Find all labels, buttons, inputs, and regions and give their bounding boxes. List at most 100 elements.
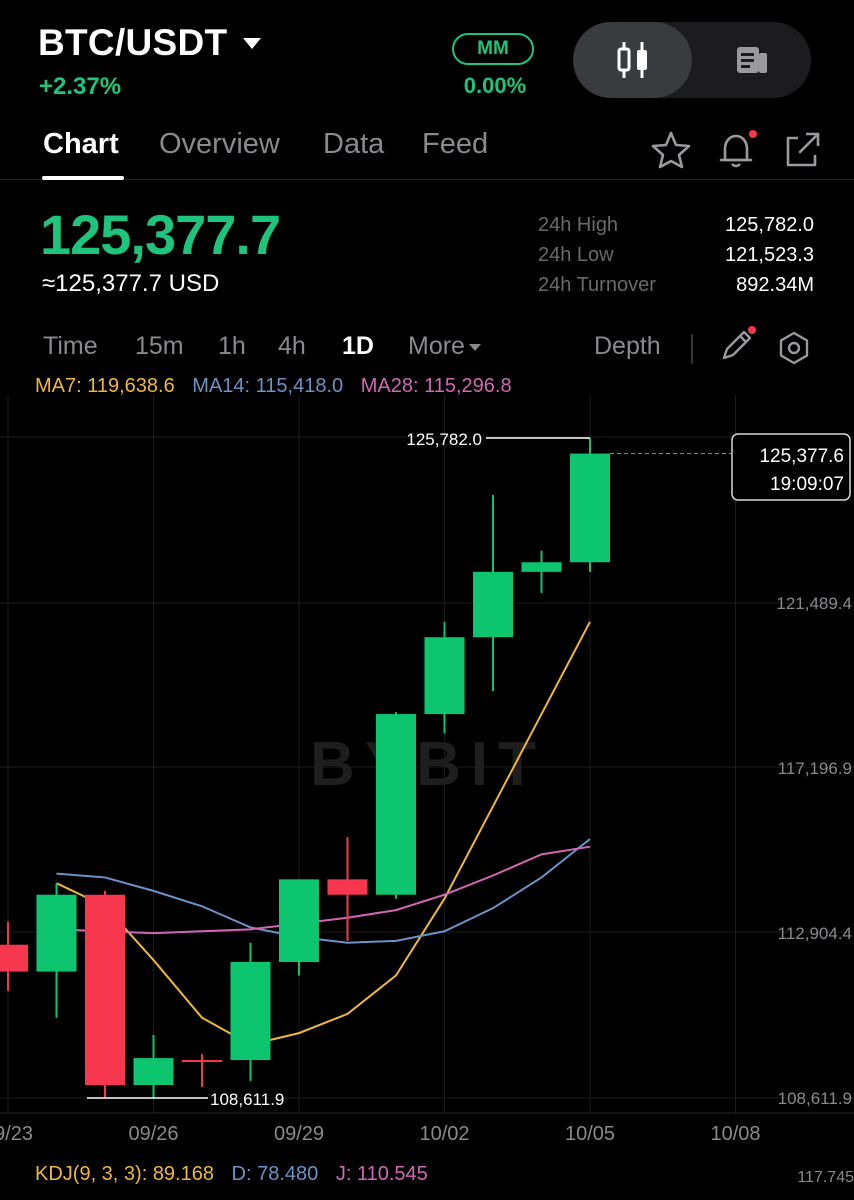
stat-label: 24h High bbox=[538, 213, 619, 236]
ma-line-ma28 bbox=[56, 845, 591, 935]
candle-body bbox=[376, 714, 416, 895]
bell-icon[interactable] bbox=[716, 130, 758, 170]
y-axis-tick-label: 121,489.4 bbox=[776, 594, 852, 613]
candle-09-26 bbox=[133, 1035, 174, 1098]
x-axis-tick-label: 10/02 bbox=[419, 1123, 469, 1145]
ma28-label: MA28: 115,296.8 bbox=[360, 375, 512, 397]
ma-legend: MA7: 119,638.6 MA14: 115,418.0 MA28: 115… bbox=[35, 375, 524, 398]
bybit-watermark: BYBIT bbox=[310, 730, 546, 799]
notification-dot bbox=[748, 326, 756, 334]
pencil-icon[interactable] bbox=[718, 326, 758, 366]
kdj-k-label: KDJ(9, 3, 3): 89.168 bbox=[35, 1163, 214, 1185]
kdj-scale-label: 117.745 bbox=[797, 1169, 854, 1186]
interval-bar: Time 15m 1h 4h 1D More Depth bbox=[0, 326, 854, 366]
divider bbox=[691, 334, 693, 364]
star-icon[interactable] bbox=[650, 130, 692, 170]
candle-body bbox=[521, 562, 562, 572]
candle-body bbox=[85, 894, 125, 1086]
notification-dot bbox=[749, 130, 757, 138]
interval-1h[interactable]: 1h bbox=[218, 332, 246, 360]
y-axis-tick-label: 108,611.9 bbox=[778, 1089, 852, 1108]
candle-10-01 bbox=[376, 712, 416, 899]
24h-stats: 24h High 125,782.0 24h Low 121,523.3 24h… bbox=[538, 210, 814, 300]
tab-chart[interactable]: Chart bbox=[43, 128, 119, 160]
price-change-percent: +2.37% bbox=[39, 73, 122, 100]
trading-pair-selector[interactable]: BTC/USDT bbox=[38, 22, 262, 64]
dropdown-caret-icon[interactable] bbox=[243, 37, 262, 49]
candle-body bbox=[424, 637, 465, 715]
candle-09-24 bbox=[36, 883, 77, 1018]
candlestick-chart[interactable]: BYBIT 121,489.4 117,196.9 112,904.4 108,611.… bbox=[0, 395, 854, 1155]
stat-high: 24h High 125,782.0 bbox=[538, 210, 814, 240]
low-marker-label: 108,611.9 bbox=[210, 1090, 284, 1109]
stat-label: 24h Low bbox=[538, 243, 614, 266]
more-label[interactable]: More bbox=[408, 332, 465, 360]
price-usd-equivalent: ≈125,377.7 USD bbox=[42, 270, 220, 297]
candle-body bbox=[327, 879, 368, 895]
candle-body bbox=[570, 453, 610, 563]
candle-body bbox=[133, 1058, 174, 1086]
x-axis-tick-label: 10/08 bbox=[710, 1123, 760, 1145]
mm-value: 0.00% bbox=[463, 73, 527, 98]
stat-value: 125,782.0 bbox=[725, 213, 814, 236]
y-axis-tick-label: 117,196.9 bbox=[778, 759, 852, 778]
share-icon[interactable] bbox=[782, 130, 824, 170]
kdj-d-label: D: 78.480 bbox=[231, 1163, 319, 1185]
view-toggle[interactable] bbox=[573, 22, 811, 98]
y-axis-tick-label: 112,904.4 bbox=[778, 924, 852, 943]
ma-line-ma7 bbox=[56, 621, 591, 1046]
candle-10-05 bbox=[570, 437, 610, 572]
interval-more[interactable]: More bbox=[408, 332, 481, 361]
interval-time[interactable]: Time bbox=[43, 332, 98, 360]
candle-09-27 bbox=[182, 1054, 222, 1087]
current-price-box bbox=[731, 433, 851, 501]
ma14-label: MA14: 115,418.0 bbox=[192, 375, 344, 397]
interval-4h[interactable]: 4h bbox=[278, 332, 306, 360]
candle-body bbox=[0, 944, 28, 972]
last-price: 125,377.7 bbox=[40, 203, 281, 266]
stat-low: 24h Low 121,523.3 bbox=[538, 240, 814, 270]
ma-line-ma14 bbox=[56, 838, 591, 944]
stat-value: 892.34M bbox=[736, 273, 814, 296]
info-view-button[interactable] bbox=[692, 22, 811, 98]
candle-09-30 bbox=[327, 837, 368, 941]
candle-body bbox=[230, 961, 271, 1061]
tab-overview[interactable]: Overview bbox=[159, 128, 280, 160]
x-axis-tick-label: 10/05 bbox=[565, 1123, 615, 1145]
stat-turnover: 24h Turnover 892.34M bbox=[538, 270, 814, 300]
kdj-legend: KDJ(9, 3, 3): 89.168 D: 78.480 J: 110.54… bbox=[35, 1163, 440, 1186]
current-price-value: 125,377.6 bbox=[759, 446, 844, 467]
candle-body bbox=[182, 1060, 222, 1063]
document-icon bbox=[736, 47, 767, 73]
stat-value: 121,523.3 bbox=[725, 243, 814, 266]
x-axis-tick-label: 09/23 bbox=[0, 1123, 33, 1145]
interval-1d[interactable]: 1D bbox=[342, 332, 374, 360]
main-tabs: Chart Overview Data Feed bbox=[0, 128, 854, 180]
stat-label: 24h Turnover bbox=[538, 273, 656, 296]
active-tab-indicator bbox=[42, 176, 124, 180]
kdj-j-label: J: 110.545 bbox=[335, 1163, 428, 1185]
candle-10-02 bbox=[424, 621, 465, 734]
candle-body bbox=[279, 879, 319, 962]
candlestick-view-button[interactable] bbox=[573, 22, 692, 98]
pair-name[interactable]: BTC/USDT bbox=[38, 22, 228, 63]
ma7-label: MA7: 119,638.6 bbox=[35, 375, 175, 397]
candle-body bbox=[473, 571, 513, 638]
current-price-countdown: 19:09:07 bbox=[770, 474, 844, 495]
candle-09-23 bbox=[0, 921, 28, 991]
high-marker-label: 125,782.0 bbox=[406, 430, 482, 449]
settings-hexagon-icon[interactable] bbox=[776, 330, 812, 366]
candle-body bbox=[36, 894, 77, 972]
candlestick-icon bbox=[617, 42, 647, 78]
candle-10-03 bbox=[473, 494, 513, 692]
interval-15m[interactable]: 15m bbox=[135, 332, 184, 360]
depth-button[interactable]: Depth bbox=[594, 332, 661, 360]
x-axis-tick-label: 09/26 bbox=[128, 1123, 178, 1145]
candle-09-25 bbox=[85, 890, 125, 1098]
candle-09-28 bbox=[230, 942, 271, 1082]
candle-10-04 bbox=[521, 550, 562, 593]
mm-badge[interactable]: MM bbox=[452, 33, 534, 65]
tab-feed[interactable]: Feed bbox=[422, 128, 489, 160]
tab-data[interactable]: Data bbox=[323, 128, 385, 160]
candle-09-29 bbox=[279, 879, 319, 976]
